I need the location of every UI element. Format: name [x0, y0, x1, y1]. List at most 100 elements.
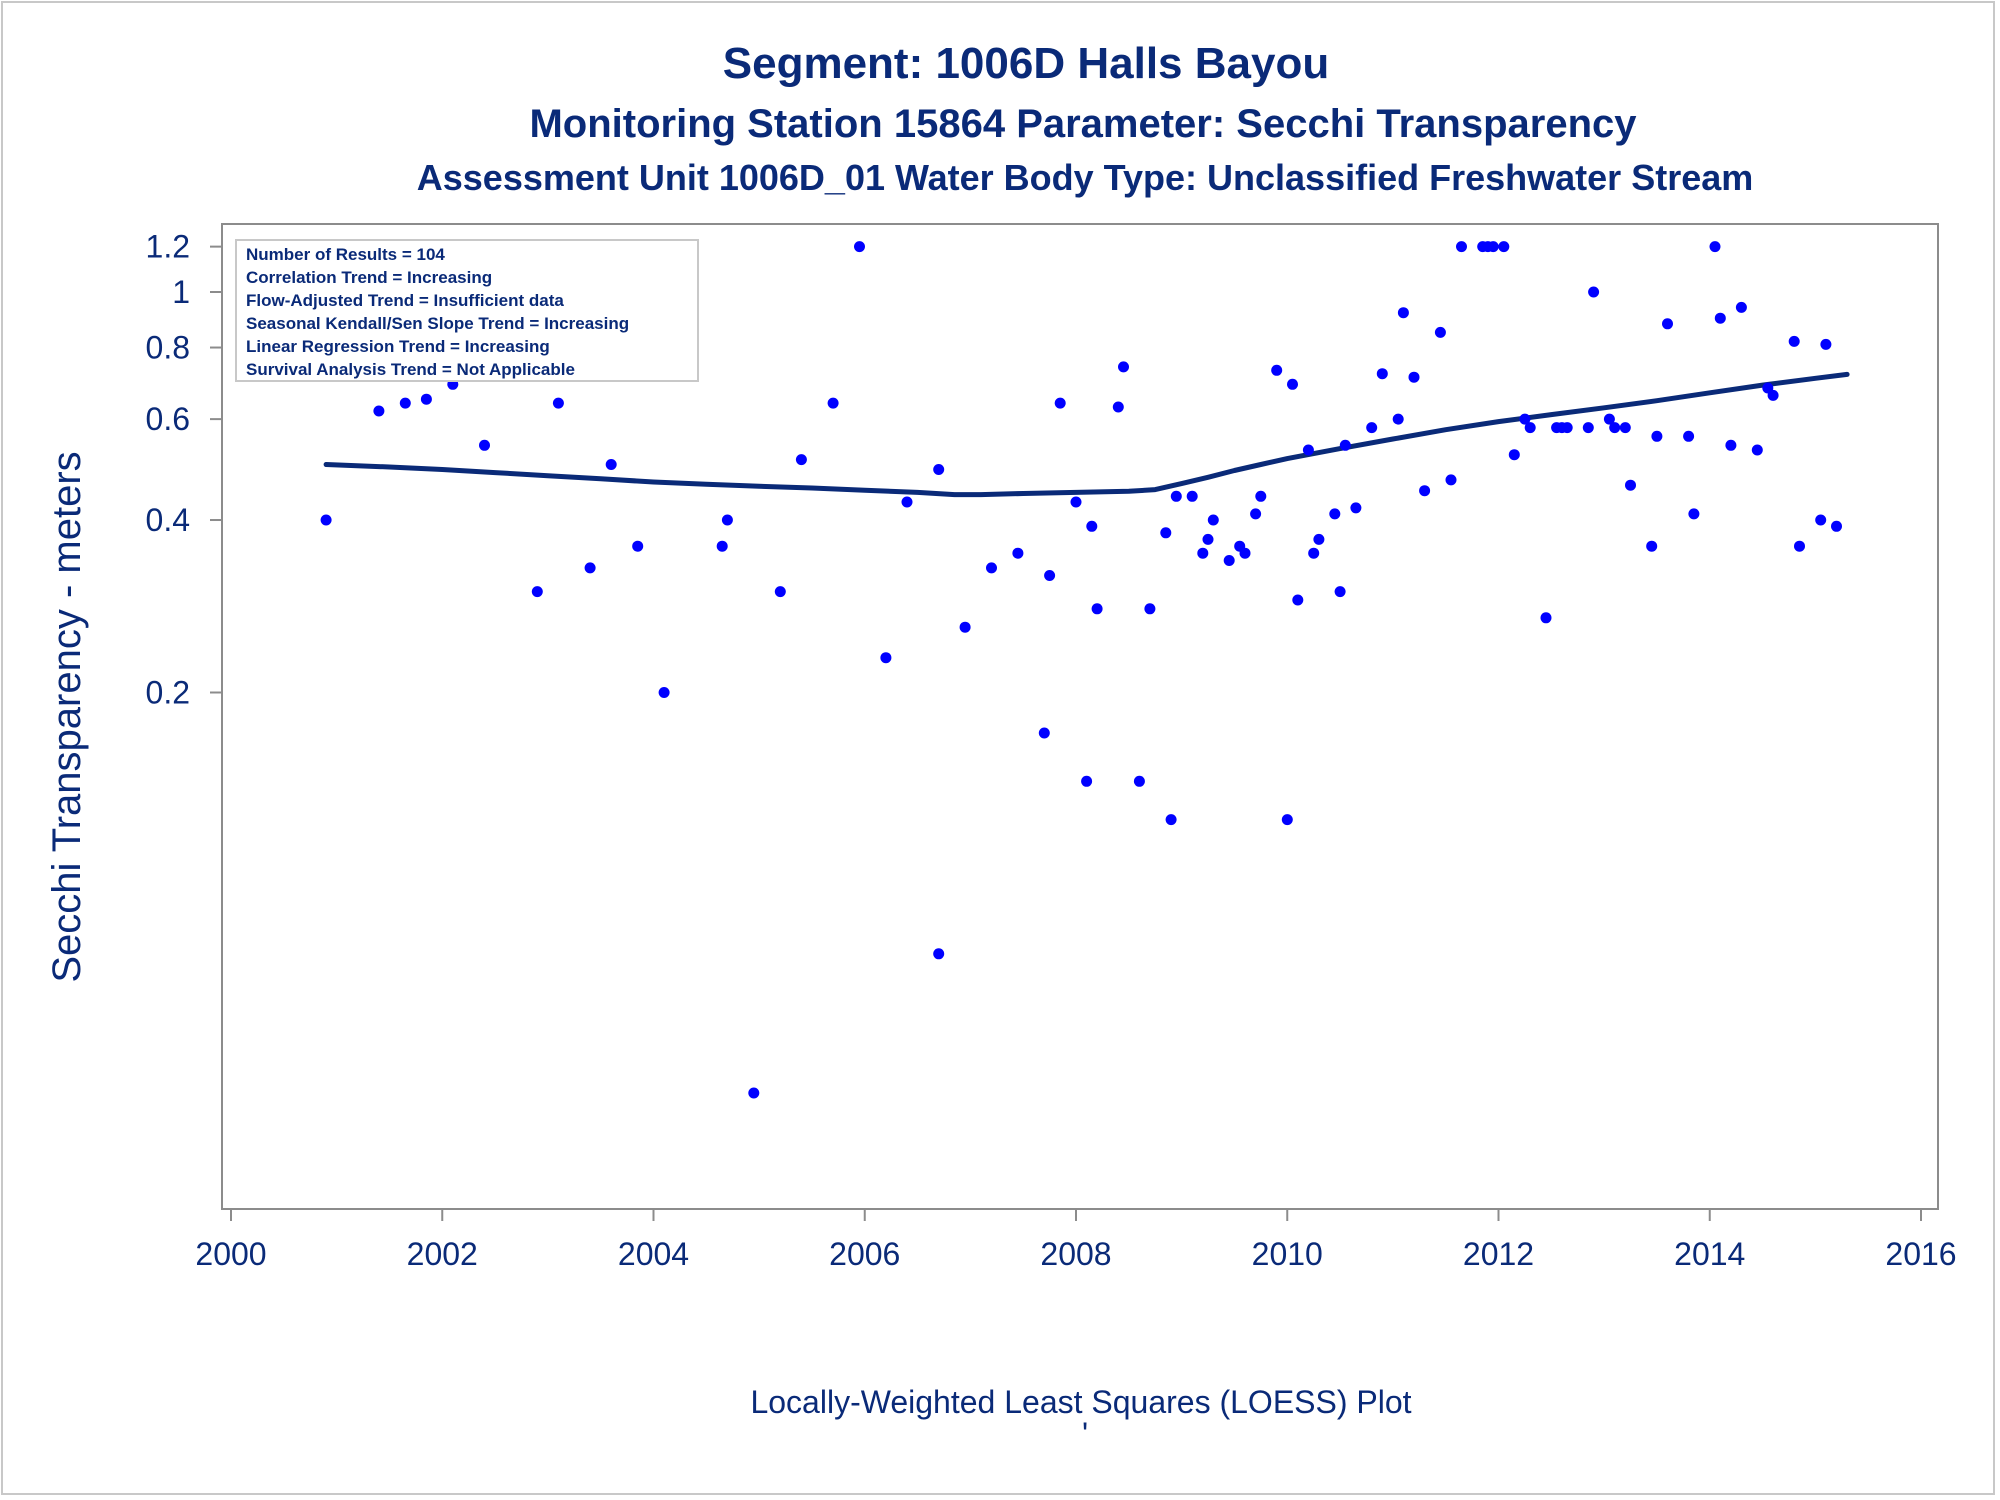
- data-point: [1350, 502, 1362, 514]
- x-axis: 2000 2002 2004 2006 2008 2010 2012 2014 2016: [195, 1209, 1957, 1272]
- data-point: [420, 393, 432, 405]
- data-point: [1165, 814, 1177, 826]
- data-point: [1609, 422, 1621, 434]
- data-point: [1619, 422, 1631, 434]
- data-point: [320, 514, 332, 526]
- y-tick-label: 1: [172, 274, 190, 310]
- data-point: [1281, 814, 1293, 826]
- data-point: [1292, 594, 1304, 606]
- data-point: [1334, 586, 1346, 598]
- data-point: [1202, 533, 1214, 545]
- data-point: [1112, 401, 1124, 413]
- data-point: [605, 459, 617, 470]
- data-point: [1735, 301, 1747, 313]
- inset-line-seasonal-kendall: Seasonal Kendall/Sen Slope Trend = Incre…: [246, 314, 629, 333]
- data-point: [1561, 422, 1573, 434]
- data-point: [1646, 540, 1658, 552]
- data-point: [1054, 397, 1066, 409]
- trend-info-box: Number of Results = 104 Correlation Tren…: [235, 239, 699, 382]
- inset-line-correlation: Correlation Trend = Increasing: [246, 268, 492, 287]
- data-point: [1339, 439, 1351, 451]
- data-point: [959, 621, 971, 633]
- y-axis-label: Secchi Transparency - meters: [45, 451, 89, 982]
- data-point: [1186, 490, 1198, 502]
- data-point: [1255, 490, 1267, 502]
- data-point: [1091, 603, 1103, 615]
- data-point: [1038, 727, 1050, 739]
- data-point: [552, 397, 564, 409]
- data-point: [373, 405, 385, 417]
- data-point: [1709, 241, 1721, 253]
- data-point: [716, 540, 728, 552]
- data-point: [1519, 413, 1531, 425]
- data-point: [1603, 413, 1615, 425]
- data-point: [1197, 547, 1209, 559]
- data-points: [320, 241, 1842, 1099]
- data-point: [986, 562, 997, 574]
- data-point: [1397, 307, 1409, 319]
- data-point: [1815, 514, 1827, 526]
- data-point: [479, 439, 490, 451]
- data-point: [1207, 514, 1219, 526]
- inset-line-flow-adjusted: Flow-Adjusted Trend = Insufficient data: [246, 291, 564, 310]
- data-point: [721, 514, 733, 526]
- plot-footnote: Locally-Weighted Least Squares (LOESS) P…: [750, 1384, 1411, 1420]
- chart-subtitle: Monitoring Station 15864 Parameter: Secc…: [529, 102, 1637, 146]
- data-point: [1118, 361, 1129, 373]
- loess-trend-line: [323, 371, 1850, 498]
- data-point: [1308, 547, 1320, 559]
- data-point: [1044, 570, 1056, 581]
- data-point: [1524, 422, 1536, 434]
- data-point: [1498, 241, 1510, 253]
- data-point: [1820, 338, 1832, 350]
- data-point: [1788, 335, 1800, 347]
- data-point: [1313, 533, 1325, 545]
- data-point: [1725, 439, 1737, 451]
- data-point: [1508, 449, 1520, 461]
- chart-title: Segment: 1006D Halls Bayou: [723, 39, 1329, 88]
- inset-line-survival-analysis: Survival Analysis Trend = Not Applicable: [246, 360, 575, 379]
- x-tick-label: 2016: [1885, 1236, 1956, 1272]
- x-tick-label: 2000: [195, 1236, 266, 1272]
- data-point: [1086, 520, 1098, 532]
- data-point: [795, 454, 807, 466]
- data-point: [1714, 312, 1726, 324]
- data-point: [1767, 389, 1779, 401]
- inset-line-results: Number of Results = 104: [246, 245, 445, 264]
- y-tick-label: 0.8: [146, 330, 190, 366]
- data-point: [531, 586, 543, 598]
- chart-subtitle-2: Assessment Unit 1006D_01 Water Body Type…: [417, 157, 1754, 198]
- data-point: [1588, 286, 1600, 298]
- data-point: [1434, 326, 1446, 338]
- y-tick-label: 0.4: [146, 502, 190, 538]
- data-point: [1751, 444, 1763, 456]
- data-point: [1831, 520, 1842, 532]
- data-point: [1012, 547, 1024, 559]
- y-axis: 0.2 0.4 0.6 0.8 1 1.2: [146, 229, 222, 711]
- y-tick-label: 0.2: [146, 675, 190, 711]
- data-point: [1582, 422, 1594, 434]
- data-point: [1271, 364, 1283, 376]
- data-point: [399, 397, 411, 409]
- data-point: [1794, 540, 1805, 552]
- data-point: [1419, 485, 1431, 497]
- data-point: [584, 562, 596, 574]
- data-point: [1329, 508, 1341, 520]
- data-point: [1160, 527, 1172, 539]
- data-point: [1376, 368, 1388, 380]
- data-point: [1366, 422, 1378, 434]
- y-tick-label: 1.2: [146, 229, 190, 265]
- data-point: [901, 496, 913, 508]
- data-point: [1651, 430, 1663, 442]
- data-point: [658, 687, 670, 698]
- data-point: [1445, 474, 1457, 486]
- data-point: [1081, 775, 1093, 787]
- data-point: [1223, 555, 1235, 566]
- data-point: [1302, 444, 1314, 456]
- data-point: [854, 241, 865, 253]
- data-point: [933, 464, 945, 475]
- plot-area: [221, 223, 1939, 1210]
- x-tick-label: 2012: [1463, 1236, 1534, 1272]
